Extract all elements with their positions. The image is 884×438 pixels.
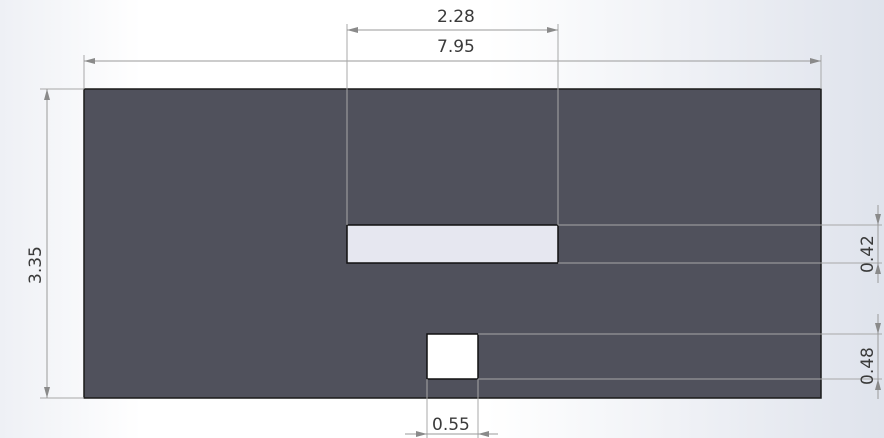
square-height-dimension[interactable]: 0.48	[478, 314, 882, 399]
overall-width-label: 7.95	[437, 37, 475, 57]
overall-height-label: 3.35	[26, 246, 46, 284]
slot-width-label: 2.28	[437, 7, 475, 27]
slot-cutout[interactable]	[346, 224, 559, 264]
square-height-label: 0.48	[858, 347, 878, 385]
slot-height-label: 0.42	[858, 235, 878, 273]
overall-width-dimension[interactable]: 7.95	[83, 37, 822, 89]
square-width-label: 0.55	[432, 415, 470, 435]
square-cutout[interactable]	[426, 333, 479, 380]
square-width-dimension[interactable]: 0.55	[405, 379, 498, 438]
slot-height-dimension[interactable]: 0.42	[558, 205, 882, 283]
overall-height-dimension[interactable]: 3.35	[26, 88, 84, 399]
slot-width-dimension[interactable]: 2.28	[346, 7, 559, 225]
